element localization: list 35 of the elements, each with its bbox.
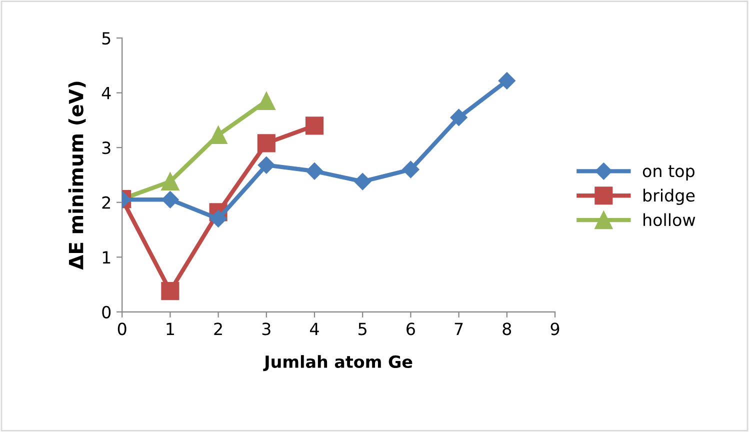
- y-tick-label: 1: [102, 251, 110, 264]
- y-tick-label: 2: [102, 196, 110, 209]
- x-tick-label: 5: [358, 322, 366, 336]
- legend-label: bridge: [644, 188, 695, 205]
- x-tick-label: 9: [550, 322, 560, 336]
- x-tick-label: 0: [118, 322, 126, 336]
- y-axis-title: ΔE minimum (eV): [68, 82, 86, 270]
- point: [354, 172, 372, 190]
- legend-label: on top: [642, 165, 694, 180]
- x-tick-label: 1: [166, 322, 174, 335]
- y-tick-label: 3: [102, 142, 110, 154]
- point: [258, 156, 275, 174]
- point: [162, 191, 179, 208]
- point: [161, 282, 180, 300]
- point: [210, 210, 227, 228]
- x-tick-label: 6: [406, 322, 415, 336]
- x-tick-label: 3: [262, 322, 270, 336]
- point: [257, 134, 276, 152]
- point: [305, 116, 324, 135]
- y-tick-label: 4: [102, 86, 111, 100]
- legend-label: hollow: [644, 213, 696, 226]
- x-tick-label: 7: [454, 322, 463, 335]
- x-axis-title: Jumlah atom Ge: [263, 355, 412, 372]
- point: [257, 92, 276, 110]
- point: [306, 162, 324, 180]
- x-tick-label: 8: [502, 322, 512, 336]
- point: [498, 72, 516, 90]
- y-tick-label: 5: [102, 32, 110, 45]
- point: [209, 126, 228, 144]
- point: [450, 108, 468, 126]
- point: [161, 172, 180, 191]
- x-tick-label: 4: [310, 322, 319, 335]
- x-tick-label: 2: [214, 322, 222, 335]
- y-tick-label: 0: [102, 306, 111, 318]
- point: [402, 160, 420, 178]
